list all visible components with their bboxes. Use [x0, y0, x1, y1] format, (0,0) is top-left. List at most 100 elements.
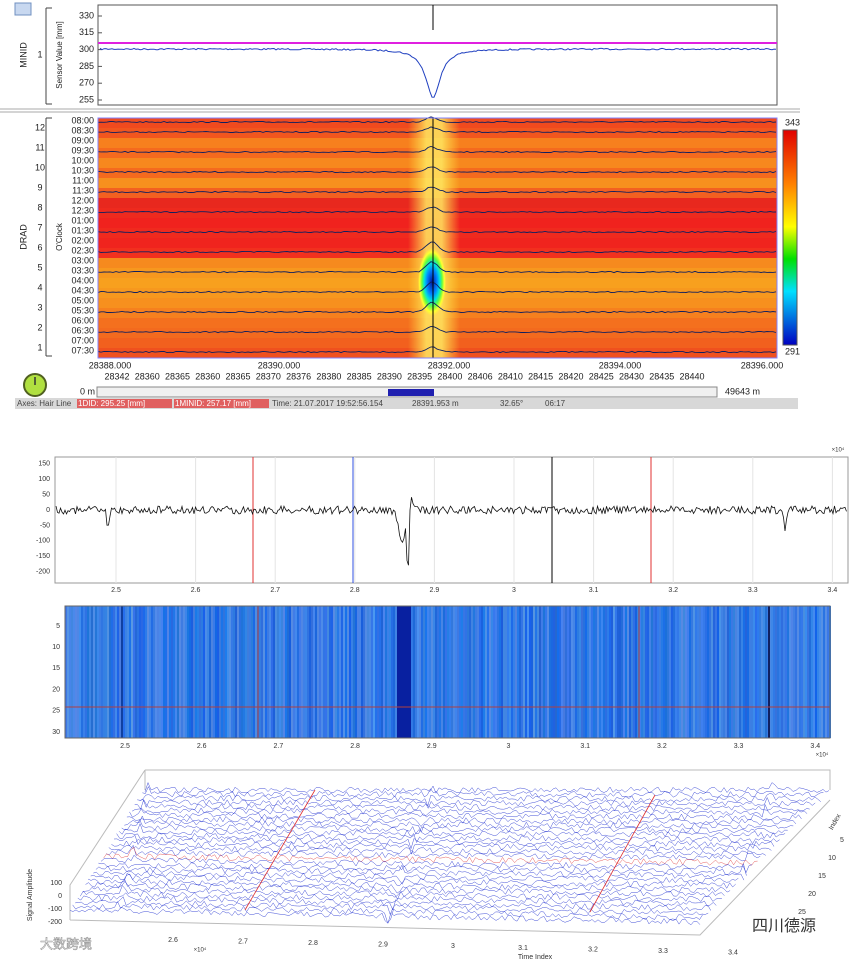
heat-column: [183, 606, 185, 738]
heat-column: [637, 606, 639, 738]
heat-column: [135, 606, 137, 738]
heat-column: [117, 606, 119, 738]
scroll-end: 49643 m: [725, 386, 760, 396]
heat-column: [239, 606, 241, 738]
heat-column: [203, 606, 205, 738]
heat-column: [541, 606, 543, 738]
index-trace: [85, 878, 725, 900]
heat-column: [671, 606, 673, 738]
heat-column: [307, 606, 309, 738]
scroll-tick: 28400: [437, 371, 462, 381]
heat-column: [465, 606, 467, 738]
status-field: [77, 399, 172, 408]
heat-column: [179, 606, 181, 738]
track-label: DRAD: [18, 224, 28, 250]
x-tick-label: 3.2: [588, 946, 598, 953]
heat-column: [253, 606, 255, 738]
status-text: 1DID: 295.25 [mm]: [78, 399, 145, 408]
heat-column: [495, 606, 497, 738]
heat-column: [255, 606, 257, 738]
heat-column: [393, 606, 395, 738]
sensor-line: [97, 116, 777, 124]
heat-column: [825, 606, 827, 738]
index-trace: [139, 793, 821, 807]
heat-column: [557, 606, 559, 738]
x-tick-label: 2.8: [350, 587, 360, 594]
heat-column: [97, 606, 99, 738]
heat-column: [705, 606, 707, 738]
heat-column: [265, 606, 267, 738]
index-trace: [103, 846, 758, 866]
heat-column: [121, 606, 123, 738]
sensor-trace: [99, 47, 777, 98]
x-tick-label: 2.6: [197, 743, 207, 750]
heat-column: [679, 606, 681, 738]
scroll-thumb[interactable]: [388, 389, 434, 396]
heat-column: [503, 606, 505, 738]
scroll-tick: 28376: [286, 371, 311, 381]
heat-column: [165, 606, 167, 738]
x-tick-label: 2.8: [308, 940, 318, 947]
heat-column: [315, 606, 317, 738]
heat-column: [587, 606, 589, 738]
heat-column: [497, 606, 499, 738]
index-trace: [82, 881, 722, 902]
y-tick-label: 100: [38, 476, 50, 483]
axis-label: O'Clock: [55, 222, 64, 251]
heat-column: [639, 606, 641, 738]
index-trace: [98, 862, 747, 876]
clock-label: 09:30: [71, 145, 94, 155]
x-exponent: ×10⁴: [816, 752, 829, 759]
heat-column: [531, 606, 533, 738]
heat-column: [327, 606, 329, 738]
x-tick-label: 2.6: [168, 937, 178, 944]
heat-column: [243, 606, 245, 738]
x-tick-label: 2.9: [427, 743, 437, 750]
heat-column: [103, 606, 105, 738]
heat-column: [147, 606, 149, 738]
sensor-line: [97, 166, 777, 174]
y-tick-label: 330: [79, 10, 94, 20]
heat-column: [369, 606, 371, 738]
heat-column: [375, 606, 377, 738]
x-tick-label: 3.1: [580, 743, 590, 750]
heat-column: [83, 606, 85, 738]
heat-column: [245, 606, 247, 738]
status-text: 32.65°: [500, 399, 523, 408]
clock-label: 01:00: [71, 215, 94, 225]
heat-column: [211, 606, 213, 738]
heat-column: [599, 606, 601, 738]
heat-column: [301, 606, 303, 738]
heat-column: [395, 606, 397, 738]
x-exponent: ×10⁴: [832, 447, 845, 454]
heat-column: [273, 606, 275, 738]
heat-column: [789, 606, 791, 738]
heat-column: [171, 606, 173, 738]
index-trace: [106, 844, 761, 862]
index-trace: [142, 785, 824, 798]
heat-column: [329, 606, 331, 738]
status-text: 1MINID: 257.17 [mm]: [175, 399, 251, 408]
heat-column: [819, 606, 821, 738]
heat-column: [633, 606, 635, 738]
heat-column: [379, 606, 381, 738]
heat-column: [389, 606, 391, 738]
heat-column: [219, 606, 221, 738]
heat-column: [695, 606, 697, 738]
scroll-tick: 28342: [104, 371, 129, 381]
heat-column: [417, 606, 419, 738]
heat-column: [297, 606, 299, 738]
heat-column: [605, 606, 607, 738]
x-tick-label: 2.5: [120, 743, 130, 750]
x-exponent: ×10⁴: [194, 947, 207, 954]
heat-column: [629, 606, 631, 738]
heat-column: [279, 606, 281, 738]
y-tick-label: 15: [52, 665, 60, 672]
heat-column: [791, 606, 793, 738]
heat-column: [691, 606, 693, 738]
z-tick-label: -200: [48, 919, 62, 926]
heat-column: [81, 606, 83, 738]
heat-column: [675, 606, 677, 738]
heat-column: [381, 606, 383, 738]
